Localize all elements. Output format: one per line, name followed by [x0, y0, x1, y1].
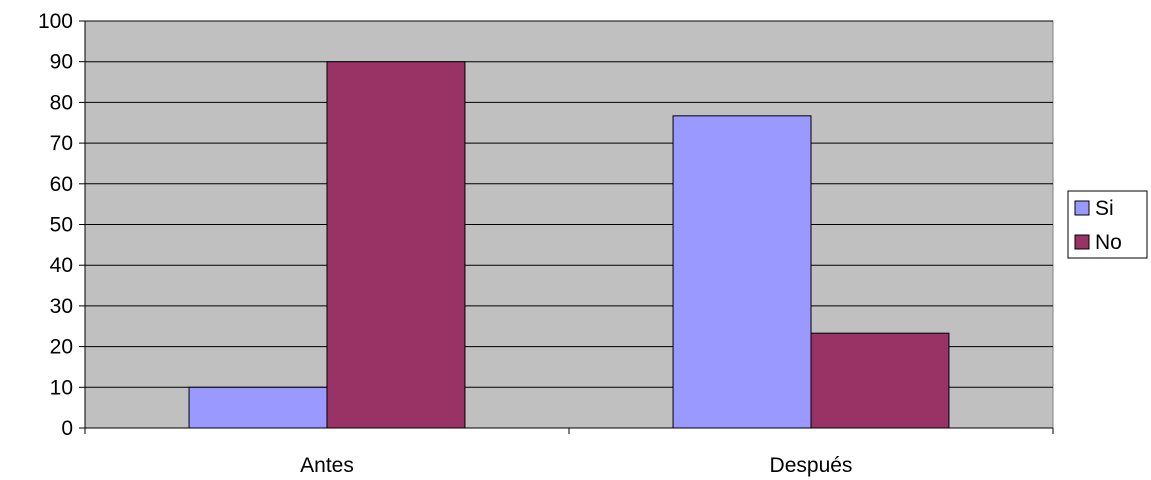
legend-label-no: No — [1095, 231, 1122, 254]
y-axis: 0 10 20 30 40 50 60 70 80 90 100 — [38, 10, 86, 440]
bar-si-0 — [188, 386, 328, 429]
bar-si-1 — [672, 115, 812, 429]
y-tick-label: 80 — [50, 91, 73, 114]
x-category-label: Después — [770, 454, 853, 477]
y-tick-label: 70 — [50, 132, 73, 155]
x-category-label: Antes — [300, 454, 354, 477]
y-tick-label: 50 — [50, 214, 73, 237]
y-tick-label: 10 — [50, 376, 73, 399]
y-tick-label: 90 — [50, 51, 73, 74]
legend-swatch-si — [1074, 200, 1090, 216]
y-tick-label: 60 — [50, 173, 73, 196]
bar-no-0 — [326, 61, 466, 429]
legend-swatch-no — [1074, 234, 1090, 250]
y-tick-label: 30 — [50, 295, 73, 318]
bar-no-1 — [810, 332, 950, 429]
y-tick-label: 40 — [50, 254, 73, 277]
legend: Si No — [1067, 190, 1148, 259]
legend-label-si: Si — [1095, 197, 1114, 220]
y-tick-label: 0 — [61, 417, 73, 440]
y-tick-label: 100 — [38, 10, 73, 33]
x-axis: Antes Después — [84, 427, 1054, 477]
y-tick-label: 20 — [50, 336, 73, 359]
